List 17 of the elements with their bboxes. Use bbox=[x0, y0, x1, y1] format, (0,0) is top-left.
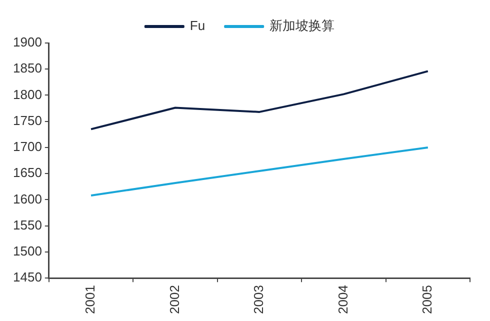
y-tick-label: 1450 bbox=[13, 270, 42, 285]
x-tick-label: 2001 bbox=[82, 285, 98, 314]
legend-label: 新加坡换算 bbox=[270, 18, 335, 34]
y-tick-label: 1650 bbox=[13, 165, 42, 180]
y-tick-label: 1500 bbox=[13, 244, 42, 259]
y-tick-label: 1700 bbox=[13, 139, 42, 154]
legend-label: Fu bbox=[190, 18, 206, 34]
y-tick-label: 1850 bbox=[13, 60, 42, 76]
x-tick-label: 2002 bbox=[166, 285, 182, 314]
y-tick-label: 1900 bbox=[13, 34, 42, 50]
x-tick-label: 2004 bbox=[335, 285, 350, 314]
y-tick-label: 1600 bbox=[13, 191, 42, 206]
x-tick-label: 2003 bbox=[251, 285, 266, 314]
x-tick-label: 2005 bbox=[419, 285, 434, 314]
y-tick-label: 1550 bbox=[13, 217, 42, 232]
y-tick-label: 1750 bbox=[13, 112, 42, 128]
y-tick-label: 1800 bbox=[13, 86, 42, 102]
